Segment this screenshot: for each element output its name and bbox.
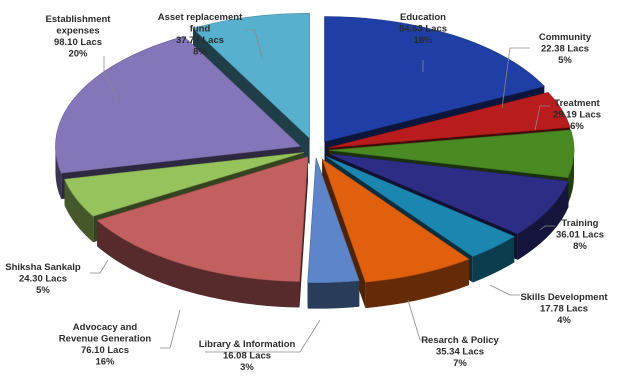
leader-line-establishment — [103, 56, 119, 101]
pie-slice-education — [324, 16, 545, 142]
slice-label-line: 84.63 Lacs — [399, 24, 447, 35]
leader-line-shiksha — [90, 259, 109, 274]
slice-label-line: 24.30 Lacs — [19, 274, 67, 285]
slice-label-line: expenses — [56, 26, 99, 37]
slice-label-skills: Skills Development 17.78 Lacs 4% — [520, 292, 608, 326]
slice-label-line: 76.10 Lacs — [81, 345, 129, 356]
slice-label-community: Community 22.38 Lacs 5% — [539, 32, 592, 66]
slice-label-line: Asset replacement — [158, 12, 243, 23]
slice-label-line: Resarch & Policy — [421, 335, 499, 346]
slice-label-line: 22.38 Lacs — [541, 44, 589, 55]
slice-label-line: Treatment — [554, 98, 600, 109]
slice-label-establishment: Establishment expenses 98.10 Lacs 20% — [46, 14, 112, 60]
slice-label-library: Library & Information 16.08 Lacs 3% — [199, 339, 296, 373]
slice-label-line: 16.08 Lacs — [223, 351, 271, 362]
pie-slice-edge-shiksha — [64, 179, 94, 243]
pie-slice-skills — [325, 156, 515, 257]
leader-line-treatment — [534, 105, 550, 131]
slice-label-line: 18% — [413, 35, 433, 46]
slice-label-line: 6% — [570, 121, 584, 132]
slice-label-line: 37.72 Lacs — [176, 35, 224, 46]
slice-label-training: Training 36.01 Lacs 8% — [556, 218, 604, 252]
slice-label-shiksha: Shiksha Sankalp 24.30 Lacs 5% — [5, 262, 81, 296]
pie-slice-library — [307, 157, 360, 283]
slice-label-line: 4% — [557, 315, 571, 326]
slice-label-line: Education — [400, 12, 446, 23]
slice-label-line: Community — [539, 32, 592, 43]
slice-label-line: Library & Information — [199, 339, 296, 350]
pie-slice-edge-training — [517, 181, 569, 260]
slice-labels: Education 84.63 Lacs 18% Community 22.38 Lac… — [5, 12, 608, 373]
slice-label-advocacy: Advocacy and Revenue Generation 76.10 Lacs… — [59, 322, 152, 368]
slice-label-education: Education 84.63 Lacs 18% — [399, 12, 447, 46]
slice-label-line: 5% — [36, 285, 50, 296]
slice-label-line: 5% — [558, 55, 572, 66]
slice-label-asset: Asset replacement fund 37.72 Lacs 8% — [158, 12, 243, 58]
slice-label-line: fund — [190, 24, 211, 35]
slice-label-line: 35.34 Lacs — [436, 347, 484, 358]
slice-label-research: Resarch & Policy 35.34 Lacs 7% — [421, 335, 499, 369]
pie-slice-establishment — [55, 36, 302, 174]
slice-label-line: 98.10 Lacs — [54, 37, 102, 48]
slice-label-treatment: Treatment 29.19 Lacs 6% — [553, 98, 601, 132]
slice-label-line: Revenue Generation — [59, 334, 152, 345]
pie-slice-edge-advocacy — [97, 220, 300, 308]
leader-lines — [90, 29, 555, 353]
slice-label-line: Establishment — [46, 14, 112, 25]
pie-slice-edge-treatment — [568, 150, 574, 204]
pie-slice-wall-advocacy — [299, 156, 308, 308]
leader-line-advocacy — [160, 309, 181, 349]
pie-slice-tops — [55, 12, 575, 283]
pie-slice-edge-establishment — [55, 146, 62, 200]
leader-line-research — [407, 299, 430, 341]
slice-label-line: 8% — [193, 47, 207, 58]
slice-label-line: 8% — [573, 241, 587, 252]
pie-slice-asset — [192, 12, 310, 139]
pie-slice-edge-research — [365, 259, 469, 309]
slice-label-line: 29.19 Lacs — [553, 110, 601, 121]
leader-line-skills — [489, 284, 520, 296]
pie-slice-community — [328, 92, 571, 148]
slice-label-line: 36.01 Lacs — [556, 230, 604, 241]
slice-label-line: 7% — [453, 358, 467, 369]
slice-label-line: 17.78 Lacs — [540, 304, 588, 315]
pie-slice-edge-skills — [472, 236, 515, 283]
slice-label-line: 20% — [68, 49, 88, 60]
leader-line-community — [501, 47, 530, 109]
pie-slice-shiksha — [64, 152, 304, 217]
leader-line-training — [539, 225, 555, 231]
slice-label-line: Training — [562, 218, 599, 229]
slice-label-line: Skills Development — [520, 292, 608, 303]
pie-slice-research — [321, 158, 470, 283]
pie-slice-training — [329, 153, 569, 235]
slice-label-line: Advocacy and — [73, 322, 138, 333]
pie-slice-edge-library — [307, 280, 360, 309]
pie-slice-treatment — [328, 129, 575, 178]
leader-line-asset — [245, 29, 263, 59]
slice-label-line: 16% — [95, 357, 115, 368]
slice-label-line: 3% — [240, 362, 254, 373]
slice-label-line: Shiksha Sankalp — [5, 262, 81, 273]
pie-slice-advocacy — [96, 156, 309, 282]
leader-line-library — [205, 319, 321, 353]
